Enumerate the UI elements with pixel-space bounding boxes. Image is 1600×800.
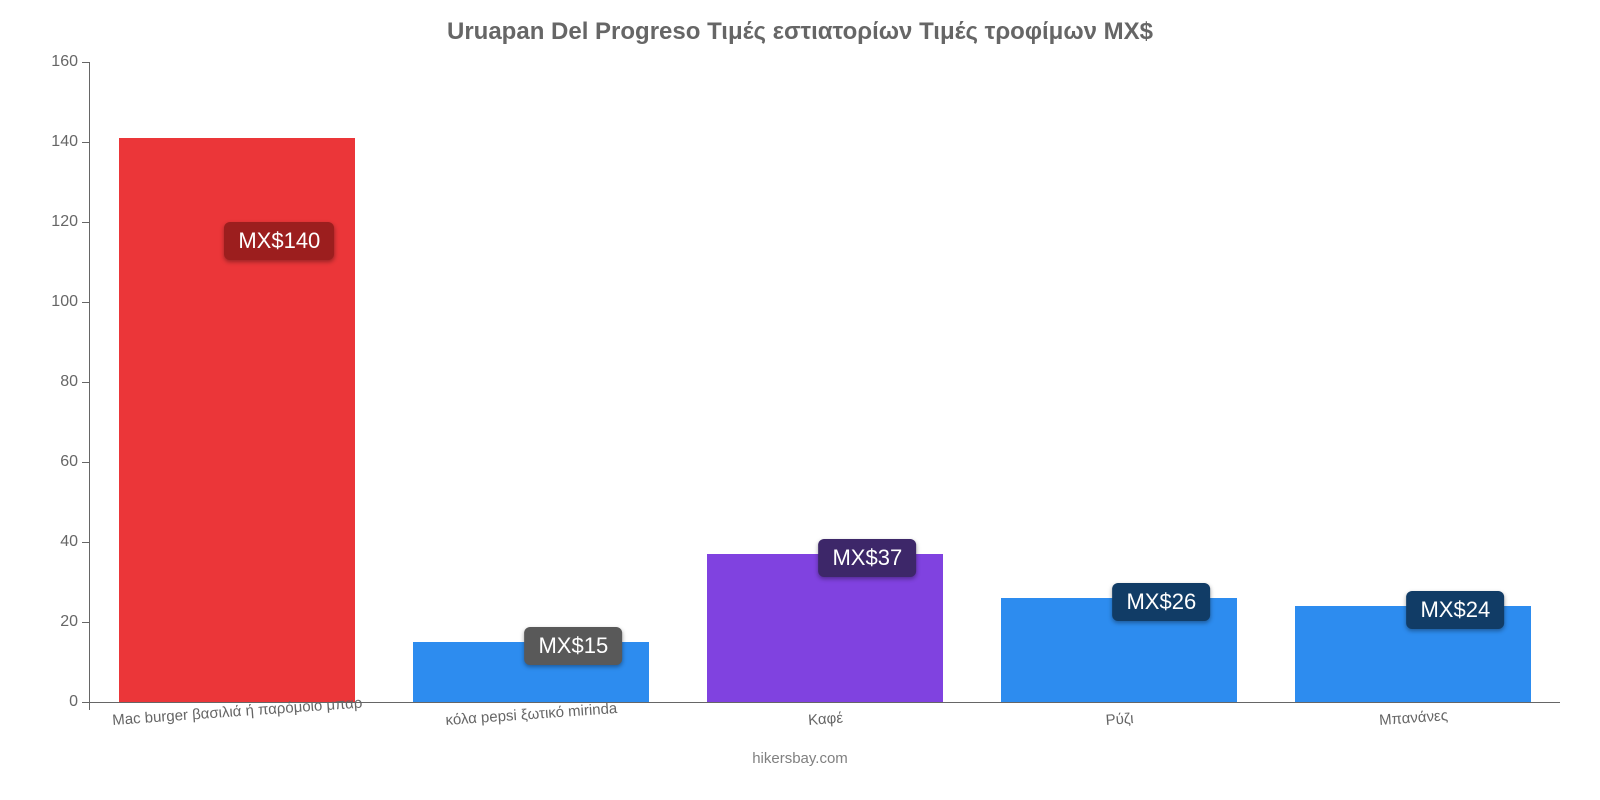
price-bar-chart: Uruapan Del Progreso Τιμές εστιατορίων Τ…: [0, 0, 1600, 800]
chart-footer: hikersbay.com: [0, 750, 1600, 767]
y-tick-label: 40: [60, 533, 78, 551]
bar-value-label: MX$15: [524, 627, 622, 665]
y-tick-label: 160: [51, 53, 78, 71]
bar-value-label: MX$37: [818, 539, 916, 577]
y-tick-mark: [82, 142, 90, 143]
y-tick-label: 20: [60, 613, 78, 631]
bar-value-label: MX$140: [224, 222, 334, 260]
y-tick-mark: [82, 382, 90, 383]
y-tick-label: 80: [60, 373, 78, 391]
y-axis-line: [89, 62, 90, 710]
y-tick-label: 100: [51, 293, 78, 311]
y-tick-mark: [82, 702, 90, 703]
y-tick-mark: [82, 62, 90, 63]
y-tick-label: 60: [60, 453, 78, 471]
y-tick-label: 140: [51, 133, 78, 151]
y-tick-mark: [82, 302, 90, 303]
x-tick-label: Καφέ: [808, 710, 844, 729]
y-tick-label: 0: [69, 693, 78, 711]
x-tick-label: κόλα pepsi ξωτικό mirinda: [445, 700, 618, 729]
x-tick-label: Ρύζι: [1105, 710, 1134, 729]
y-tick-mark: [82, 222, 90, 223]
y-tick-mark: [82, 542, 90, 543]
x-tick-label: Μπανάνες: [1379, 707, 1449, 729]
bar-value-label: MX$24: [1406, 591, 1504, 629]
bar-value-label: MX$26: [1112, 583, 1210, 621]
plot-area: 020406080100120140160MX$140Mac burger βα…: [90, 62, 1560, 702]
y-tick-mark: [82, 622, 90, 623]
y-tick-mark: [82, 462, 90, 463]
chart-title: Uruapan Del Progreso Τιμές εστιατορίων Τ…: [0, 18, 1600, 46]
y-tick-label: 120: [51, 213, 78, 231]
